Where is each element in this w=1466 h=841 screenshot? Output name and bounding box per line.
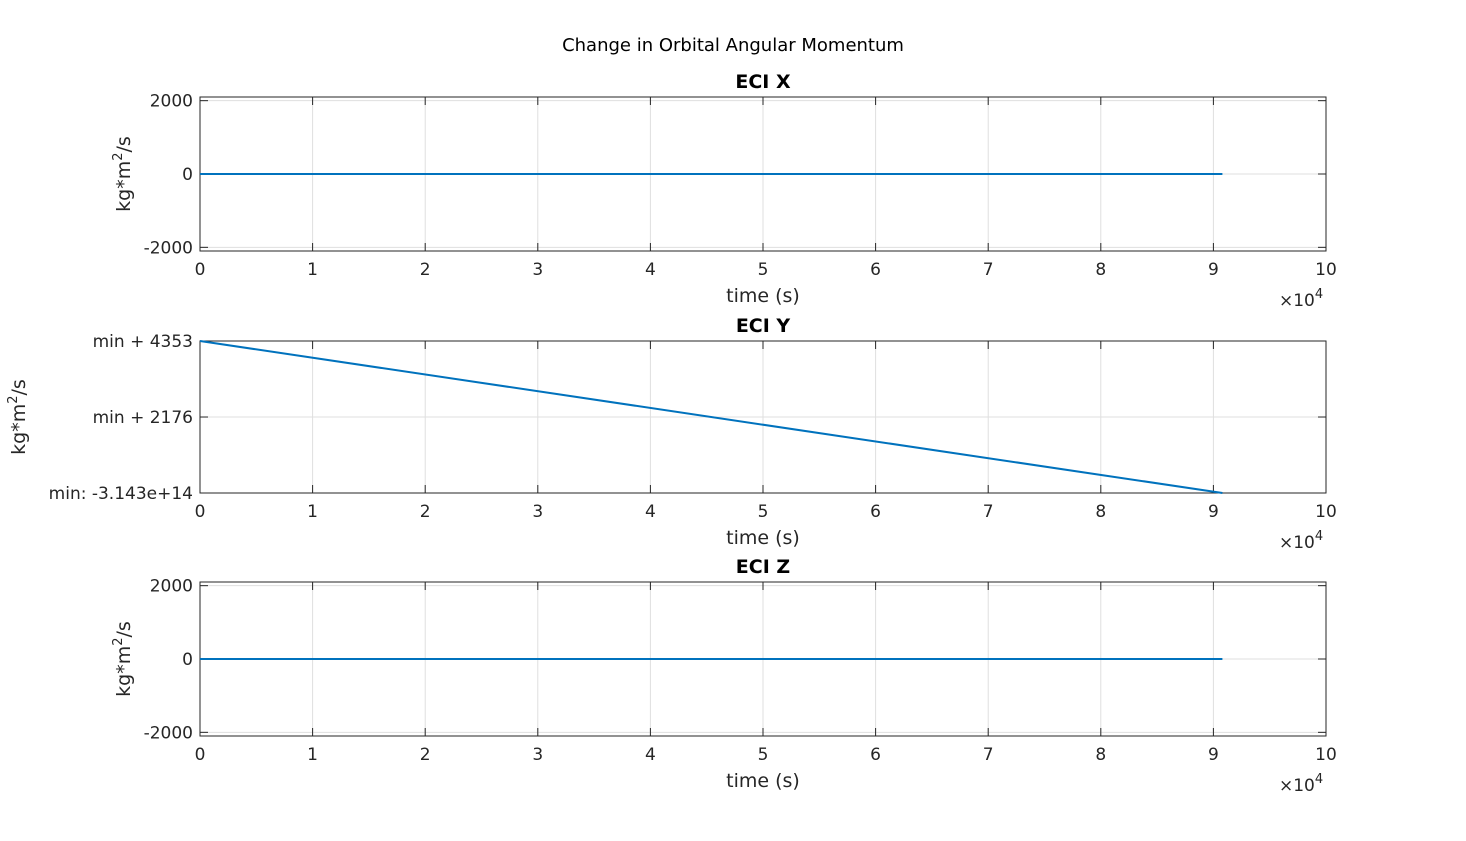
x-exponent-label: ×104 <box>1279 287 1323 311</box>
x-axis-label: time (s) <box>726 285 800 307</box>
x-tick-label: 0 <box>195 260 206 280</box>
y-axis-label: kg*m2/s <box>6 379 30 455</box>
y-tick-label: min: -3.143e+14 <box>49 484 193 504</box>
series-line <box>199 340 1223 494</box>
x-tick-label: 4 <box>645 260 656 280</box>
x-tick-label: 0 <box>195 745 206 765</box>
x-tick-label: 2 <box>420 502 431 522</box>
axes-2: 0 1 2 3 4 5 6 7 8 9 10 min: -3.143e+14 min + 2176 min… <box>6 315 1337 553</box>
x-exponent-label: ×104 <box>1279 529 1323 553</box>
x-tick-label: 4 <box>645 502 656 522</box>
x-tick-label: 4 <box>645 745 656 765</box>
y-axis-label: kg*m2/s <box>111 621 135 697</box>
x-tick-label: 9 <box>1208 745 1219 765</box>
x-tick-label: 7 <box>983 260 994 280</box>
axes-title: ECI Y <box>736 315 791 337</box>
axes-title: ECI Z <box>736 556 790 578</box>
y-tick-label: 2000 <box>150 577 193 597</box>
x-tick-label: 10 <box>1315 260 1337 280</box>
x-tick-label: 9 <box>1208 260 1219 280</box>
x-tick-label: 6 <box>870 502 881 522</box>
x-tick-label: 7 <box>983 745 994 765</box>
x-tick-label: 8 <box>1095 745 1106 765</box>
y-tick-label: -2000 <box>144 723 193 743</box>
x-exponent-label: ×104 <box>1279 772 1323 796</box>
figure-title: Change in Orbital Angular Momentum <box>562 35 904 56</box>
x-tick-label: 3 <box>532 260 543 280</box>
x-tick-label: 10 <box>1315 502 1337 522</box>
y-tick-label: 0 <box>182 650 193 670</box>
x-tick-label: 8 <box>1095 260 1106 280</box>
y-axis-label: kg*m2/s <box>111 136 135 212</box>
x-axis-label: time (s) <box>726 527 800 549</box>
y-tick-label: 2000 <box>150 92 193 112</box>
x-tick-label: 2 <box>420 260 431 280</box>
y-tick-label: min + 4353 <box>93 332 193 352</box>
x-tick-label: 8 <box>1095 502 1106 522</box>
axes-title: ECI X <box>735 71 791 93</box>
x-tick-label: 3 <box>532 745 543 765</box>
x-tick-label: 5 <box>758 260 769 280</box>
x-tick-label: 2 <box>420 745 431 765</box>
x-tick-label: 1 <box>307 502 318 522</box>
x-tick-label: 3 <box>532 502 543 522</box>
x-tick-label: 10 <box>1315 745 1337 765</box>
x-tick-label: 5 <box>758 502 769 522</box>
x-tick-label: 1 <box>307 745 318 765</box>
y-tick-label: 0 <box>182 165 193 185</box>
x-tick-label: 6 <box>870 745 881 765</box>
x-tick-label: 6 <box>870 260 881 280</box>
y-tick-label: -2000 <box>144 238 193 258</box>
x-tick-label: 5 <box>758 745 769 765</box>
x-tick-label: 0 <box>195 502 206 522</box>
y-tick-label: min + 2176 <box>93 408 193 428</box>
x-tick-label: 1 <box>307 260 318 280</box>
x-tick-label: 7 <box>983 502 994 522</box>
x-tick-label: 9 <box>1208 502 1219 522</box>
x-axis-label: time (s) <box>726 770 800 792</box>
